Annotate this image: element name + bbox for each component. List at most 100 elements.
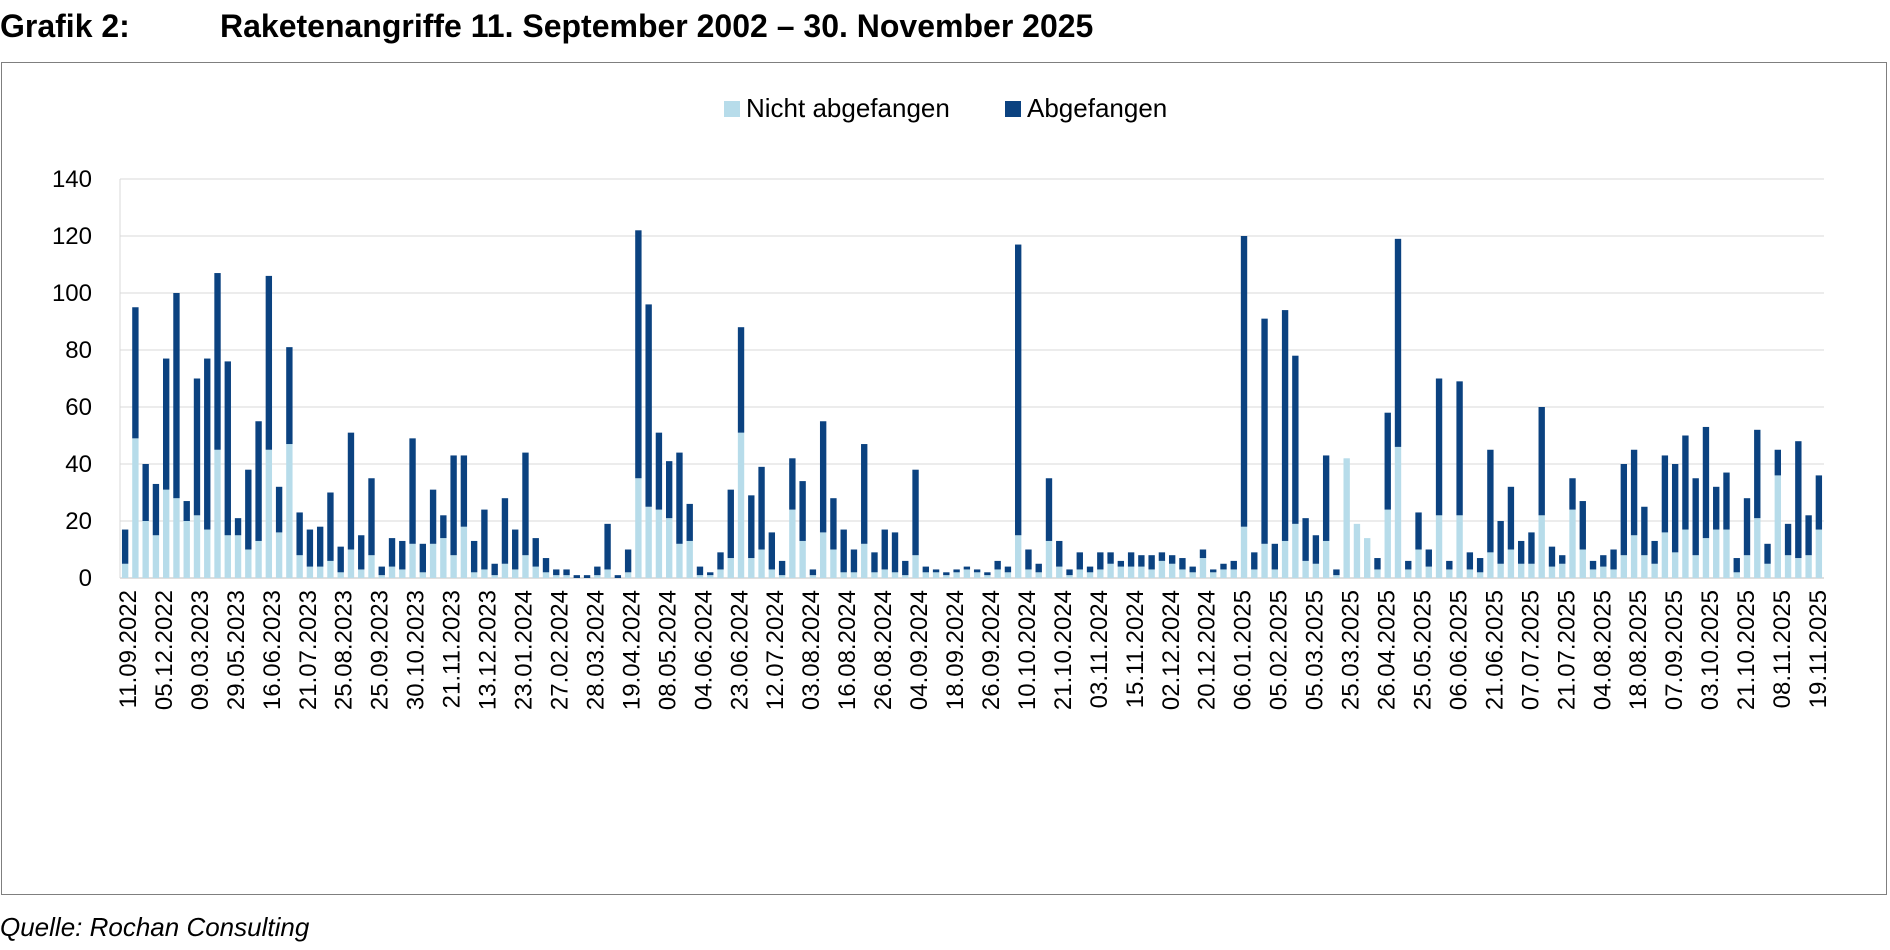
bar-intercepted [327, 492, 334, 561]
bar-not-intercepted [512, 569, 519, 578]
bar-not-intercepted [943, 575, 950, 578]
bar-not-intercepted [1671, 552, 1679, 578]
bar-intercepted [152, 483, 160, 536]
bar-not-intercepted [1425, 566, 1432, 578]
bar-not-intercepted [183, 521, 190, 578]
bar-not-intercepted [481, 569, 488, 578]
bar-intercepted [347, 432, 355, 550]
x-tick-label: 05.12.2022 [151, 590, 178, 710]
bar-intercepted [563, 569, 570, 576]
bar-intercepted [768, 532, 776, 570]
bar-intercepted [1405, 560, 1412, 570]
x-tick-label: 19.11.2025 [1805, 590, 1832, 708]
bar-intercepted [1035, 563, 1042, 573]
bar-not-intercepted [1004, 572, 1012, 578]
x-tick-label: 02.12.2024 [1158, 590, 1185, 710]
bar-intercepted [1240, 236, 1248, 527]
bar-not-intercepted [1333, 575, 1340, 578]
bar-intercepted [1589, 560, 1597, 570]
x-tick-label: 06.06.2025 [1445, 590, 1472, 710]
bar-intercepted [1425, 549, 1432, 567]
bar-intercepted [440, 515, 447, 539]
bar-intercepted [830, 498, 837, 550]
bar-not-intercepted [491, 575, 498, 578]
bar-intercepted [1056, 540, 1063, 567]
bar-not-intercepted [1774, 475, 1781, 578]
bar-intercepted [778, 560, 786, 576]
bar-intercepted [1127, 552, 1135, 567]
bar-not-intercepted [1538, 515, 1545, 578]
bar-intercepted [1117, 560, 1125, 567]
bar-not-intercepted [1507, 549, 1515, 578]
bar-intercepted [255, 421, 262, 541]
bar-not-intercepted [286, 444, 293, 578]
bar-not-intercepted [717, 569, 724, 578]
bar-intercepted [1097, 552, 1104, 570]
bar-not-intercepted [1405, 569, 1412, 578]
bar-not-intercepted [399, 569, 406, 578]
bar-intercepted [1086, 566, 1094, 573]
bar-intercepted [881, 529, 888, 570]
bar-intercepted [1456, 381, 1463, 516]
bar-intercepted [1671, 464, 1679, 553]
bar-intercepted [481, 509, 488, 570]
bar-not-intercepted [1384, 509, 1391, 578]
bar-intercepted [183, 501, 190, 521]
bar-intercepted [1497, 521, 1504, 564]
bar-not-intercepted [429, 543, 437, 578]
bar-not-intercepted [932, 572, 940, 578]
bar-intercepted [624, 549, 632, 573]
bar-intercepted [1271, 543, 1279, 570]
x-tick-label: 29.05.2023 [223, 590, 250, 710]
bar-not-intercepted [912, 555, 919, 578]
bar-intercepted [214, 273, 221, 450]
bar-not-intercepted [1651, 563, 1658, 578]
bar-not-intercepted [275, 532, 283, 578]
bar-intercepted [748, 495, 755, 559]
bar-not-intercepted [1179, 569, 1186, 578]
bar-not-intercepted [419, 572, 427, 578]
bar-not-intercepted [727, 558, 734, 578]
x-tick-label: 16.08.2024 [834, 590, 861, 710]
bar-not-intercepted [1189, 572, 1196, 578]
bar-not-intercepted [214, 449, 221, 578]
bar-intercepted [1805, 515, 1812, 556]
bar-not-intercepted [1743, 555, 1751, 578]
bar-not-intercepted [1210, 572, 1217, 578]
bar-intercepted [1630, 449, 1638, 536]
bar-intercepted [635, 230, 642, 479]
x-tick-label: 23.01.2024 [511, 590, 538, 710]
bar-not-intercepted [1015, 535, 1022, 578]
x-tick-label: 23.06.2024 [726, 590, 753, 710]
x-tick-label: 05.03.2025 [1302, 590, 1329, 710]
bar-not-intercepted [1138, 566, 1145, 578]
bar-intercepted [717, 552, 724, 570]
bar-intercepted [275, 486, 283, 533]
rocket-attacks-chart: 0 20 40 60 80 100 120 140 11.09.2022 05.12.2022 09… [52, 93, 1832, 710]
bar-intercepted [573, 575, 580, 578]
bar-not-intercepted [1733, 572, 1740, 578]
bar-intercepted [943, 572, 950, 576]
bar-not-intercepted [1795, 558, 1802, 578]
bar-intercepted [1774, 449, 1781, 476]
bar-intercepted [163, 358, 170, 490]
bar-intercepted [204, 358, 211, 530]
bar-not-intercepted [306, 566, 314, 578]
bar-not-intercepted [850, 572, 858, 578]
bar-not-intercepted [265, 449, 273, 578]
bar-not-intercepted [1127, 566, 1135, 578]
bar-intercepted [358, 535, 365, 570]
bar-intercepted [1148, 555, 1155, 570]
bar-not-intercepted [1548, 566, 1556, 578]
bar-not-intercepted [450, 555, 457, 578]
bar-not-intercepted [347, 549, 355, 578]
bar-not-intercepted [809, 575, 817, 578]
bar-intercepted [1292, 355, 1299, 524]
x-tick-label: 18.09.2024 [942, 590, 969, 710]
x-tick-label: 30.10.2023 [403, 590, 430, 710]
bar-intercepted [1199, 549, 1207, 559]
bar-not-intercepted [1764, 563, 1771, 578]
bar-intercepted [1374, 558, 1381, 570]
bar-intercepted [1733, 558, 1740, 573]
bar-not-intercepted [604, 569, 611, 578]
